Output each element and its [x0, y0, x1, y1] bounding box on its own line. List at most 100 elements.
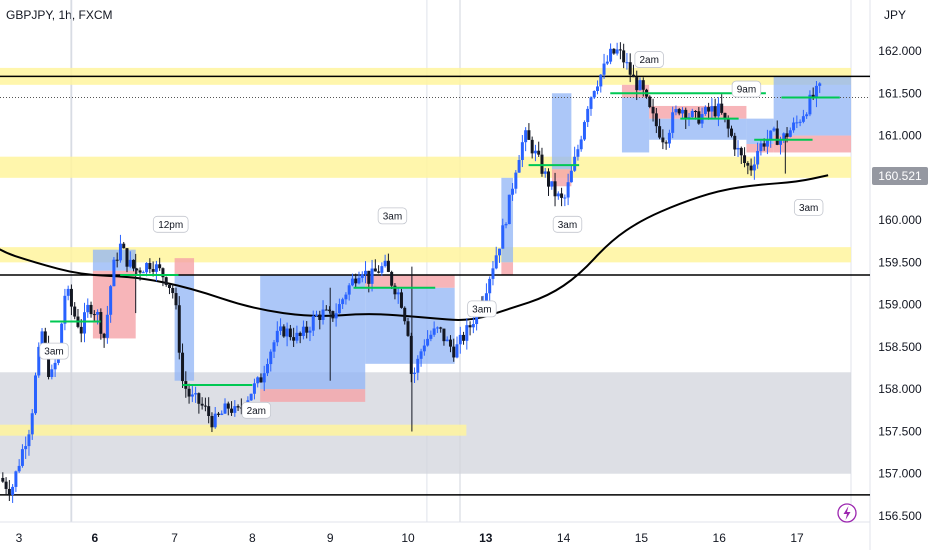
- annotation-callout: 3am: [377, 207, 408, 225]
- candle-body: [128, 259, 132, 267]
- candle-body: [654, 113, 658, 127]
- callout-box: [552, 215, 583, 233]
- candle-body: [259, 377, 263, 383]
- candle-body: [707, 107, 711, 112]
- price-tick-label: 157.500: [878, 424, 922, 438]
- callout-box: [634, 51, 664, 68]
- candle-body: [83, 312, 87, 334]
- candle-body: [703, 107, 707, 115]
- candle-body: [14, 471, 18, 487]
- candle-body: [118, 243, 122, 261]
- candle-body: [674, 109, 678, 113]
- candle-body: [609, 48, 613, 62]
- gray-zone: [0, 372, 851, 474]
- candle-body: [158, 264, 162, 269]
- candle-body: [435, 327, 439, 329]
- candle-body: [357, 277, 361, 284]
- candle-body: [413, 372, 417, 374]
- candle-body: [661, 137, 665, 143]
- candle-body: [409, 335, 413, 374]
- lightning-icon[interactable]: [837, 503, 857, 523]
- candle-body: [236, 406, 240, 408]
- price-tick-label: 156.500: [878, 509, 922, 523]
- candle-body: [697, 111, 701, 124]
- candle-body: [187, 388, 191, 397]
- candle-body: [1, 477, 5, 482]
- candle-body: [736, 147, 740, 150]
- candle-body: [638, 80, 642, 91]
- stop-box: [174, 258, 195, 276]
- candle-body: [396, 292, 400, 295]
- candle-body: [494, 255, 498, 269]
- candle-body: [99, 312, 103, 334]
- candle-body: [341, 299, 345, 305]
- candle-body: [808, 94, 812, 115]
- candle-body: [455, 344, 459, 358]
- candle-body: [625, 62, 629, 64]
- candle-body: [285, 328, 289, 337]
- candle-body: [439, 327, 443, 329]
- candle-body: [328, 309, 332, 312]
- candle-body: [726, 118, 730, 129]
- candle-body: [350, 278, 354, 286]
- candle-body: [223, 403, 227, 414]
- candle-body: [60, 323, 64, 349]
- candle-body: [167, 284, 171, 289]
- candle-body: [226, 403, 230, 409]
- candle-body: [24, 446, 28, 450]
- candle-body: [432, 328, 436, 335]
- candle-body: [710, 106, 714, 112]
- candle-body: [818, 83, 822, 86]
- trade-boxes-layer: [92, 76, 851, 402]
- candle-body: [658, 126, 662, 138]
- candle-body: [177, 305, 181, 353]
- candle-body: [383, 260, 387, 267]
- candle-body: [151, 269, 155, 272]
- candle-body: [442, 328, 446, 342]
- price-tick-label: 160.000: [878, 213, 922, 227]
- candle-body: [403, 307, 407, 322]
- candle-body: [749, 165, 753, 171]
- callout-box: [241, 401, 271, 419]
- candle-body: [694, 111, 698, 113]
- candle-body: [154, 264, 158, 272]
- candle-body: [292, 337, 296, 341]
- target-box: [174, 275, 195, 381]
- candle-body: [331, 311, 335, 319]
- candle-body: [465, 325, 469, 341]
- candle-body: [429, 334, 433, 339]
- candle-body: [399, 292, 403, 308]
- annotation-callout: 3am: [552, 215, 583, 233]
- candle-body: [47, 345, 51, 377]
- candles-layer: [1, 42, 822, 503]
- price-tick-label: 158.000: [878, 382, 922, 396]
- last-price-badge: [872, 167, 928, 186]
- annotation-callout: 2am: [634, 51, 664, 68]
- annotations-layer: 3am 12pm 2am 3am 3am 3am 2am 9am 3am: [39, 51, 824, 419]
- candle-body: [416, 358, 420, 373]
- candle-body: [50, 369, 54, 377]
- candle-body: [677, 109, 681, 114]
- candle-body: [344, 294, 348, 300]
- candle-body: [769, 130, 773, 140]
- candle-body: [458, 334, 462, 345]
- candle-body: [651, 106, 655, 114]
- candle-body: [233, 406, 237, 413]
- price-tick-label: 162.000: [878, 44, 922, 58]
- yellow-zone: [0, 156, 851, 178]
- candle-body: [390, 271, 394, 286]
- target-box: [621, 97, 650, 153]
- candle-body: [792, 122, 796, 131]
- candle-body: [530, 139, 534, 154]
- candle-body: [448, 339, 452, 347]
- price-tick-label: 161.500: [878, 86, 922, 100]
- symbol-label: GBPJPY, 1h, FXCM: [6, 8, 113, 22]
- candle-body: [765, 139, 769, 147]
- candle-body: [220, 413, 224, 415]
- candle-body: [364, 270, 368, 275]
- candle-body: [811, 94, 815, 98]
- candle-body: [641, 80, 645, 90]
- time-tick-label: 13: [479, 531, 493, 545]
- candle-body: [491, 268, 495, 279]
